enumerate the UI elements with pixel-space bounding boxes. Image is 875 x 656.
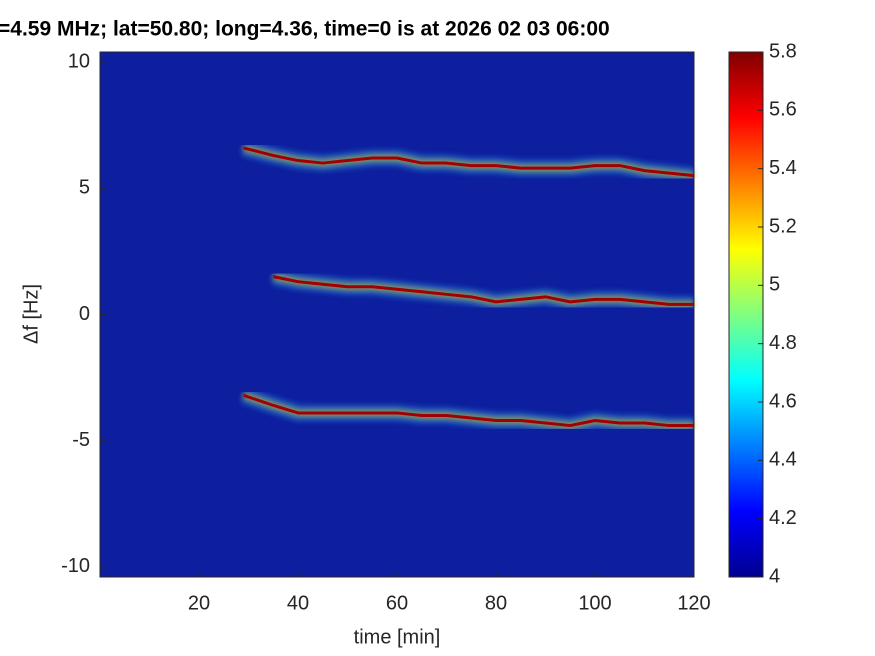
- x-tick-label: 20: [188, 592, 210, 614]
- x-tick-label: 120: [677, 592, 710, 614]
- colorbar: [729, 52, 763, 577]
- x-tick-label: 100: [578, 592, 611, 614]
- x-tick-label: 60: [386, 592, 408, 614]
- colorbar-tick-label: 4: [769, 565, 780, 587]
- x-tick-label: 40: [287, 592, 309, 614]
- colorbar-tick-label: 4.2: [769, 507, 797, 529]
- y-tick-label: -5: [72, 429, 90, 451]
- colorbar-tick-label: 5.2: [769, 215, 797, 237]
- colorbar-tick-label: 5.6: [769, 99, 797, 121]
- colorbar-tick-label: 5: [769, 274, 780, 296]
- y-tick-label: -10: [61, 555, 90, 577]
- colorbar-tick-label: 4.4: [769, 449, 797, 471]
- y-tick-label: 10: [68, 50, 90, 72]
- plot-background: [100, 52, 694, 577]
- trace: [243, 146, 695, 178]
- y-axis-label: Δf [Hz]: [20, 284, 42, 344]
- x-axis-label: time [min]: [354, 626, 441, 648]
- colorbar-tick-label: 5.4: [769, 157, 797, 179]
- colorbar-frame: [728, 51, 764, 578]
- y-tick-label: 5: [79, 177, 90, 199]
- x-tick-label: 80: [485, 592, 507, 614]
- colorbar-tick-label: 4.6: [769, 390, 797, 412]
- colorbar-tick-label: 5.8: [769, 40, 797, 62]
- trace: [243, 393, 694, 428]
- colorbar-tick-label: 4.8: [769, 332, 797, 354]
- chart-title: =4.59 MHz; lat=50.80; long=4.36, time=0 …: [0, 18, 610, 41]
- y-tick-label: 0: [79, 303, 90, 325]
- trace: [272, 275, 694, 306]
